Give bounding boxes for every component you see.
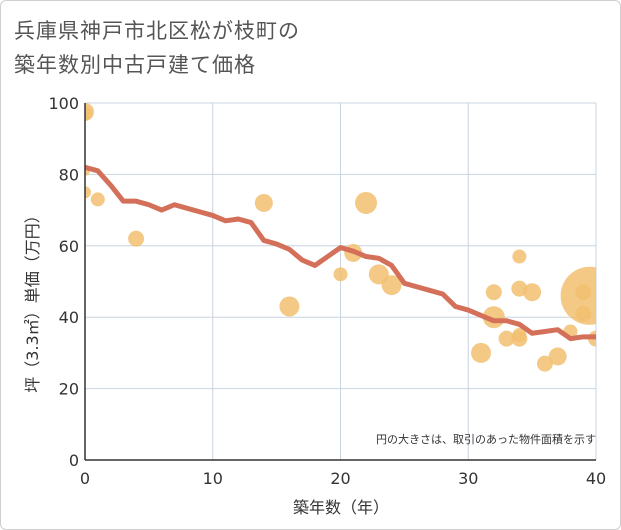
- x-axis-label: 築年数（年）: [293, 498, 389, 517]
- bubble-point-8: [333, 267, 348, 282]
- bubble-point-22: [536, 355, 553, 372]
- y-axis-label: 坪（3.3㎡）単価（万円）: [23, 207, 42, 392]
- y-tick-label-4: 80: [59, 165, 79, 184]
- bubble-point-27: [560, 266, 596, 325]
- bubble-point-4: [90, 192, 105, 207]
- title-line-1: 兵庫県神戸市北区松が枝町の: [14, 19, 300, 43]
- x-tick-label-1: 10: [203, 469, 223, 488]
- trend-line: [85, 164, 596, 342]
- y-tick-label-2: 40: [59, 308, 79, 327]
- tick-labels: 0 10 20 30 40 0 20 40 60 80 100: [48, 94, 606, 488]
- bubble-point-17: [512, 249, 527, 264]
- bubble-point-12: [381, 275, 402, 296]
- bubble-point-5: [128, 230, 145, 247]
- title-line-2: 築年数別中古戸建て価格: [14, 53, 256, 77]
- trend-series: [85, 164, 596, 342]
- bubble-point-1: [85, 106, 92, 121]
- bubble-point-7: [279, 296, 300, 317]
- x-tick-label-3: 30: [458, 469, 478, 488]
- bubble-point-20: [511, 330, 528, 347]
- y-tick-label-0: 0: [69, 451, 79, 470]
- size-note: 円の大きさは、取引のあった物件面積を示す: [376, 432, 596, 446]
- bubble-point-10: [355, 191, 378, 214]
- bubble-point-21: [523, 283, 542, 302]
- bubble-point-16: [498, 330, 515, 347]
- x-tick-label-4: 40: [586, 469, 606, 488]
- bubble-point-6: [254, 193, 273, 212]
- y-tick-label-1: 20: [59, 380, 79, 399]
- bubble-point-13: [471, 342, 492, 363]
- y-tick-label-5: 100: [48, 94, 79, 113]
- bubble-point-23: [548, 347, 567, 366]
- y-tick-label-3: 60: [59, 237, 79, 256]
- bubble-series: [85, 103, 596, 372]
- x-tick-label-0: 0: [80, 469, 90, 488]
- bubble-point-15: [485, 284, 502, 301]
- bubble-point-3: [85, 186, 91, 199]
- x-tick-label-2: 20: [330, 469, 350, 488]
- axes: [84, 103, 596, 461]
- chart-title: 兵庫県神戸市北区松が枝町の 築年数別中古戸建て価格: [14, 14, 300, 82]
